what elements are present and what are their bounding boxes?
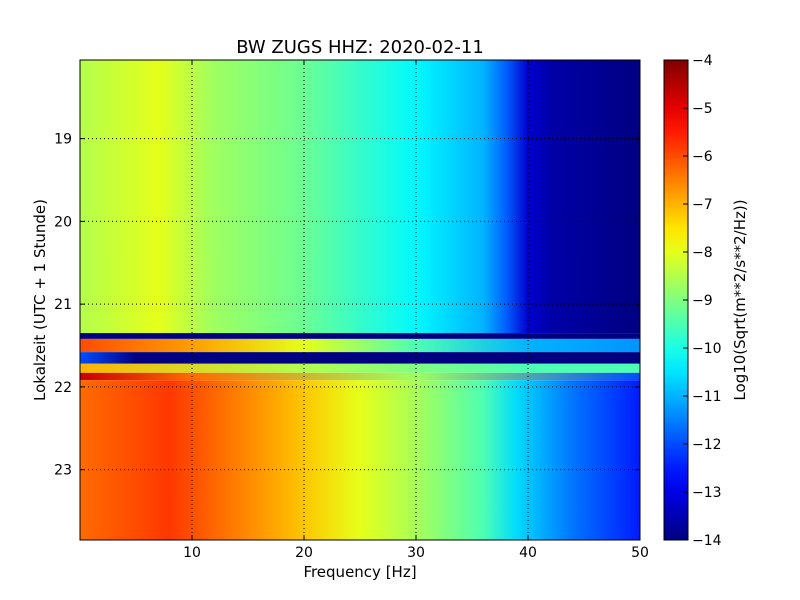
spectrogram-band: [80, 363, 640, 373]
colorbar-tick-label: −11: [692, 389, 722, 405]
spectrogram-heatmap: [80, 60, 640, 540]
chart-title: BW ZUGS HHZ: 2020-02-11: [236, 37, 484, 58]
colorbar-axis: −4 −5 −6 −7 −8 −9 −10 −11 −12 −13 −14: [683, 53, 722, 549]
y-tick-label: 23: [54, 463, 72, 479]
colorbar-tick-label: −14: [692, 533, 722, 549]
spectrogram-band: [80, 338, 640, 353]
x-tick-label: 30: [407, 545, 425, 561]
x-tick-label: 20: [295, 545, 313, 561]
colorbar-tick-label: −4: [692, 53, 713, 69]
spectrogram-band: [80, 352, 640, 364]
colorbar-tick-label: −6: [692, 149, 713, 165]
grid-lines: [80, 60, 640, 540]
colorbar-tick-label: −10: [692, 341, 722, 357]
colorbar-tick-label: −5: [692, 101, 713, 117]
y-axis: 19 20 21 22 23: [54, 132, 640, 479]
colorbar-tick-label: −13: [692, 485, 722, 501]
spectrogram-band: [80, 333, 640, 339]
y-tick-label: 20: [54, 214, 72, 230]
spectrogram-band: [80, 380, 640, 540]
colorbar-tick-label: −12: [692, 437, 722, 453]
x-tick-label: 50: [631, 545, 649, 561]
spectrogram-band: [80, 60, 640, 334]
x-axis-label: Frequency [Hz]: [303, 563, 416, 581]
y-tick-label: 22: [54, 380, 72, 396]
plot-frame: [79, 59, 641, 541]
x-tick-label: 10: [183, 545, 201, 561]
colorbar-tick-label: −9: [692, 293, 713, 309]
y-axis-label: Lokalzeit (UTC + 1 Stunde): [31, 199, 49, 401]
colorbar-label: Log10(Sqrt(m**2/s**2/Hz)): [731, 199, 749, 400]
colorbar-tick-label: −7: [692, 197, 713, 213]
y-tick-label: 21: [54, 297, 72, 313]
x-tick-label: 40: [519, 545, 537, 561]
spectrogram-band: [80, 372, 640, 381]
x-axis: 10 20 30 40 50: [183, 60, 649, 561]
y-tick-label: 19: [54, 132, 72, 148]
colorbar-tick-label: −8: [692, 245, 713, 261]
